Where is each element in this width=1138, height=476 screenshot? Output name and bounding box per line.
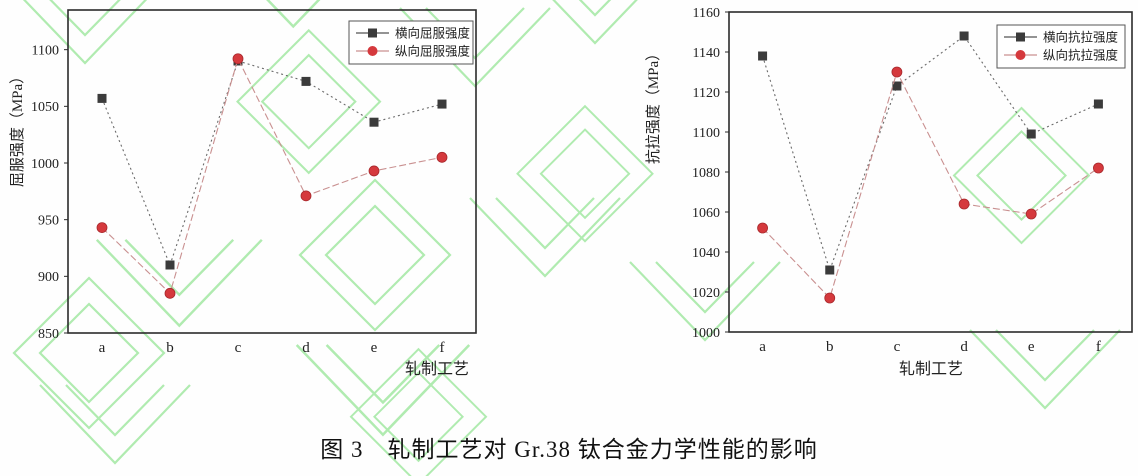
y-tick-label: 1120 [693, 86, 720, 101]
data-point-square [758, 51, 768, 61]
x-tick-label: d [960, 339, 968, 355]
data-point-circle [300, 190, 312, 202]
x-tick-label: f [440, 340, 445, 356]
x-tick-label: e [1028, 339, 1035, 355]
series-line-square [762, 35, 1099, 272]
data-point-square [892, 81, 902, 91]
y-axis-title: 屈服强度（MPa） [9, 69, 26, 187]
series-line-circle [101, 57, 443, 295]
data-point-circle [958, 198, 970, 210]
data-point-square [301, 76, 311, 86]
y-tick-label: 1080 [692, 166, 720, 181]
data-point-square [1026, 129, 1036, 139]
data-point-circle [232, 53, 244, 65]
x-tick-label: a [99, 340, 106, 356]
legend-label: 横向抗拉强度 [1043, 29, 1119, 44]
data-point-square [369, 117, 379, 127]
y-tick-label: 1040 [692, 246, 720, 261]
x-tick-label: a [759, 339, 766, 355]
legend-marker-square [1016, 32, 1025, 42]
x-tick-label: d [302, 340, 310, 356]
plot-border [67, 9, 477, 334]
legend-box [348, 20, 474, 65]
yield-strength-chart: 850 900 950 1000 1050 1100 a b c d e f 轧制工艺 屈服强度（MPa）… [9, 9, 477, 378]
x-tick-label: c [894, 339, 901, 355]
legend-label: 纵向屈服强度 [395, 43, 471, 58]
data-point-square [437, 99, 447, 109]
legend-box [996, 24, 1126, 69]
x-tick-label: c [235, 340, 242, 356]
y-tick-label: 1050 [31, 100, 59, 115]
x-axis-title: 轧制工艺 [899, 360, 963, 378]
x-tick-label: e [371, 340, 378, 356]
y-tick-label: 950 [38, 214, 59, 229]
data-point-circle [1025, 208, 1037, 220]
y-tick-label: 1160 [693, 6, 720, 21]
data-point-circle [891, 66, 903, 78]
data-point-circle [757, 222, 768, 234]
data-point-square [165, 260, 175, 270]
data-point-circle [1093, 162, 1104, 174]
y-tick-label: 1100 [32, 44, 59, 59]
legend-marker-circle [1015, 50, 1026, 60]
figure-caption: 图 3 轧制工艺对 Gr.38 钛合金力学性能的影响 [320, 437, 818, 462]
legend-marker-circle [367, 46, 378, 56]
data-point-circle [96, 222, 108, 234]
x-tick-label: b [166, 340, 174, 356]
series-line-square [101, 60, 443, 267]
x-tick-label: f [1096, 339, 1101, 355]
legend-label: 纵向抗拉强度 [1043, 47, 1119, 62]
y-tick-label: 1100 [693, 126, 720, 141]
data-point-square [1093, 99, 1103, 109]
y-tick-label: 1000 [692, 326, 720, 341]
data-point-square [825, 265, 835, 275]
y-tick-label: 1000 [31, 157, 59, 172]
legend-marker-square [368, 28, 377, 38]
data-point-circle [164, 287, 176, 299]
y-axis-title: 抗拉强度（MPa） [645, 46, 662, 164]
data-point-circle [824, 292, 836, 304]
data-point-circle [368, 165, 380, 177]
data-point-square [959, 31, 969, 41]
y-tick-label: 900 [38, 270, 59, 285]
legend-label: 横向屈服强度 [395, 25, 471, 40]
y-tick-label: 1140 [693, 46, 720, 61]
tensile-strength-chart: 1000 1020 1040 1060 1080 1100 1120 1140 1160 a b c d… [645, 6, 1133, 378]
series-line-circle [762, 70, 1099, 300]
x-axis-title: 轧制工艺 [405, 360, 469, 378]
y-tick-label: 1020 [692, 286, 720, 301]
x-tick-label: b [826, 339, 834, 355]
data-point-square [97, 93, 107, 103]
data-point-circle [436, 151, 448, 163]
y-tick-label: 850 [38, 327, 59, 342]
y-tick-label: 1060 [692, 206, 720, 221]
